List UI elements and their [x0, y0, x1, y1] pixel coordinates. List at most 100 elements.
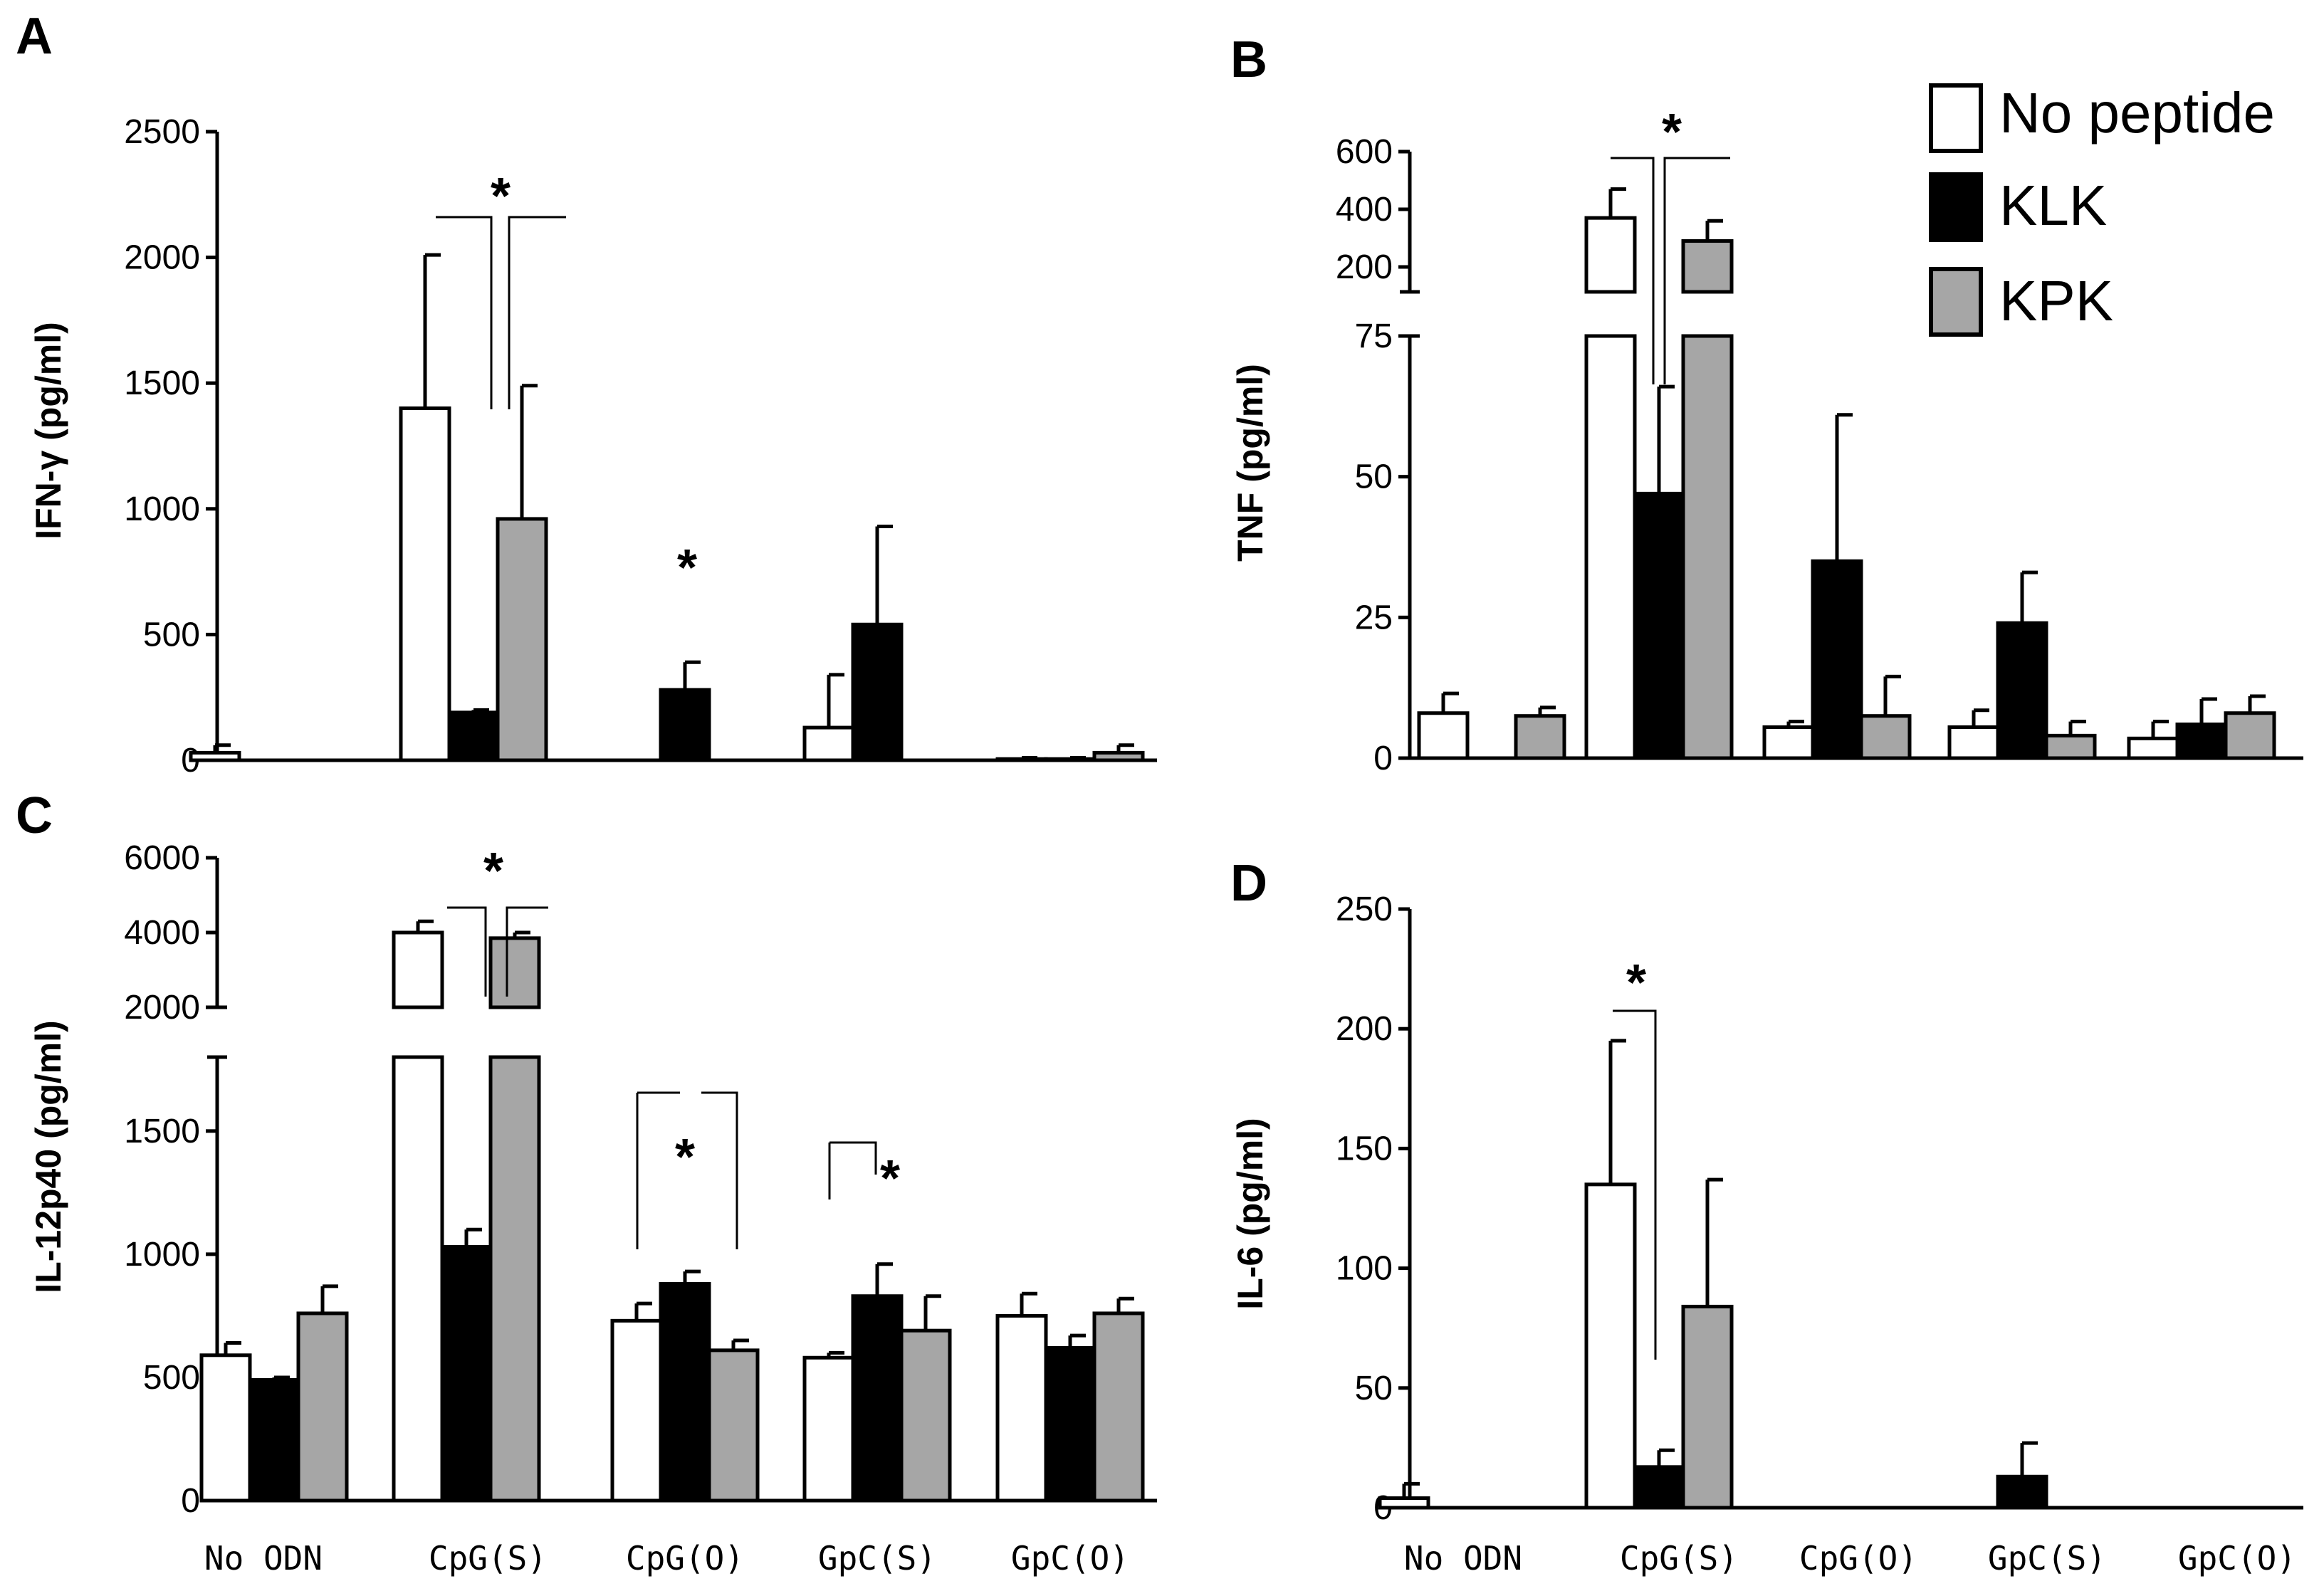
- significance-bracket-c-4: [828, 1141, 877, 1199]
- bar-a-klk-1: [447, 710, 500, 762]
- bar-a-no-peptide-3: [802, 725, 855, 762]
- category-label-cpg-o-d: CpG(O): [1799, 1539, 1917, 1577]
- y-tick-label-upper-c: 6000: [124, 839, 200, 877]
- ylabel-d: IL-6 (pg/ml): [1230, 1118, 1270, 1309]
- y-tick-label-upper-c: 2000: [124, 989, 200, 1026]
- bar-d-no-peptide-0: [1378, 1496, 1430, 1510]
- bar-b-no-peptide-1-lower: [1584, 334, 1637, 760]
- y-tick-label-a: 1500: [124, 364, 200, 402]
- y-tick-label-c: 1000: [124, 1236, 200, 1274]
- bar-a-no-peptide-1: [399, 406, 451, 762]
- y-tick-label-d: 250: [1336, 891, 1393, 928]
- y-tick-label-d: 50: [1355, 1370, 1393, 1407]
- significance-asterisk: *: [1626, 955, 1646, 1012]
- panel-letter-c: C: [16, 787, 53, 844]
- bar-b-no-peptide-3: [1947, 725, 2000, 760]
- category-labels-c: No ODN CpG(S) CpG(O) GpC(S) GpC(O): [204, 1539, 1129, 1577]
- bar-c-no-peptide-4: [995, 1313, 1048, 1503]
- y-tick-label-a: 2500: [124, 113, 200, 151]
- bar-d-klk-1: [1633, 1465, 1685, 1510]
- category-label-no-odn-c: No ODN: [204, 1539, 323, 1577]
- y-tick-label-b: 75: [1355, 317, 1393, 355]
- bar-c-kpk-3: [899, 1328, 952, 1503]
- y-tick-label-d: 150: [1336, 1130, 1393, 1167]
- bar-c-kpk-4: [1092, 1311, 1145, 1503]
- y-tick-label-b: 50: [1355, 458, 1393, 496]
- significance-asterisk: *: [491, 168, 511, 225]
- bar-d-kpk-1: [1681, 1304, 1734, 1510]
- legend-label-klk: KLK: [1999, 174, 2107, 237]
- legend-label-kpk: KPK: [1999, 269, 2113, 332]
- bar-c-klk-1: [440, 1245, 493, 1503]
- y-tick-label-a: 1000: [124, 490, 200, 528]
- bar-c-klk-0: [248, 1377, 300, 1503]
- legend-swatch-kpk: [1929, 267, 1983, 337]
- legend-swatch-no-peptide: [1929, 83, 1983, 153]
- category-label-no-odn-d: No ODN: [1404, 1539, 1522, 1577]
- bar-c-kpk-1-lower: [488, 1055, 541, 1503]
- bar-c-no-peptide-3: [802, 1355, 855, 1503]
- bar-c-kpk-0: [296, 1311, 349, 1503]
- category-labels-d: No ODN CpG(S) CpG(O) GpC(S) GpC(O): [1404, 1539, 2296, 1577]
- legend: No peptide KLK KPK: [1929, 81, 2275, 337]
- bar-b-klk-3: [1996, 621, 2048, 760]
- y-tick-label-c: 500: [143, 1359, 200, 1397]
- significance-asterisk: *: [880, 1150, 900, 1207]
- bar-c-no-peptide-0: [199, 1353, 252, 1503]
- y-tick-label-upper-b: 400: [1336, 191, 1393, 229]
- bar-d-no-peptide-1: [1584, 1182, 1637, 1510]
- bar-c-klk-3: [851, 1294, 904, 1503]
- panel-letter-d: D: [1230, 855, 1267, 912]
- y-tick-label-b: 25: [1355, 599, 1393, 636]
- y-tick-label-upper-b: 200: [1336, 248, 1393, 286]
- category-label-gpc-o-c: GpC(O): [1011, 1539, 1129, 1577]
- bar-b-no-peptide-4: [2127, 736, 2179, 760]
- ylabel-b: TNF (pg/ml): [1230, 364, 1270, 562]
- y-tick-label-upper-b: 600: [1336, 133, 1393, 171]
- legend-label-no-peptide: No peptide: [1999, 81, 2275, 145]
- bar-b-kpk-1-lower: [1681, 334, 1734, 760]
- ylabel-a: IFN-γ (pg/ml): [28, 322, 68, 540]
- significance-bracket-a-0: [436, 216, 566, 409]
- category-label-gpc-s-d: GpC(S): [1988, 1539, 2106, 1577]
- bar-c-klk-2: [659, 1281, 711, 1503]
- significance-bracket-d-5: [1613, 1009, 1657, 1360]
- bar-c-kpk-1-upper: [488, 936, 541, 1009]
- bar-b-kpk-3: [2044, 733, 2097, 760]
- category-label-cpg-s-c: CpG(S): [429, 1539, 547, 1577]
- significance-asterisk: *: [677, 540, 697, 597]
- bar-a-kpk-1: [496, 517, 548, 762]
- significance-bracket-c-2: [447, 906, 548, 997]
- bar-b-klk-2: [1811, 559, 1863, 760]
- category-label-cpg-s-d: CpG(S): [1620, 1539, 1738, 1577]
- bar-a-no-peptide-0: [189, 750, 241, 762]
- y-tick-label-b: 0: [1373, 740, 1393, 777]
- significance-bracket-c-3: [636, 1091, 738, 1249]
- bar-b-kpk-1-upper: [1681, 239, 1734, 294]
- bar-c-klk-4: [1044, 1345, 1096, 1503]
- bar-c-no-peptide-2: [610, 1318, 663, 1503]
- legend-swatch-klk: [1929, 172, 1983, 242]
- panel-letter-a: A: [16, 8, 53, 65]
- bar-a-kpk-4: [1092, 750, 1145, 762]
- category-label-gpc-s-c: GpC(S): [818, 1539, 936, 1577]
- bar-b-no-peptide-0: [1417, 711, 1470, 760]
- bar-b-kpk-0: [1514, 714, 1566, 760]
- bar-b-klk-1: [1633, 491, 1685, 760]
- bar-a-klk-3: [851, 622, 904, 762]
- bar-a-klk-2: [659, 688, 711, 762]
- bar-b-no-peptide-2: [1762, 725, 1815, 760]
- bar-b-kpk-4: [2224, 711, 2276, 760]
- y-tick-label-c: 1500: [124, 1113, 200, 1150]
- bar-c-no-peptide-1-lower: [392, 1055, 444, 1503]
- bar-b-kpk-2: [1859, 714, 1912, 760]
- y-tick-label-a: 2000: [124, 239, 200, 277]
- significance-asterisk: *: [675, 1129, 695, 1186]
- significance-asterisk: *: [1662, 104, 1682, 161]
- bar-b-klk-4: [2175, 723, 2228, 760]
- bar-d-klk-3: [1996, 1474, 2048, 1510]
- bar-c-kpk-2: [707, 1348, 760, 1503]
- y-tick-label-c: 0: [181, 1482, 200, 1520]
- significance-bracket-b-1: [1611, 157, 1730, 384]
